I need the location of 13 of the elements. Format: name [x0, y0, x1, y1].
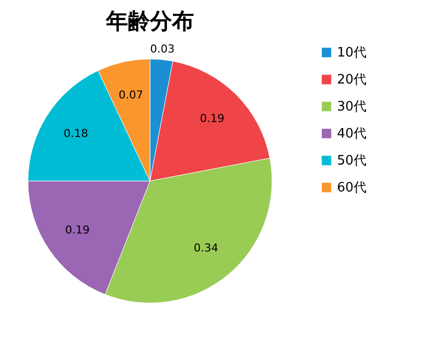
legend-label: 50代	[337, 154, 367, 168]
chart-title: 年齢分布	[105, 10, 194, 35]
legend-label: 10代	[337, 46, 367, 60]
legend-label: 40代	[337, 126, 367, 142]
data-label: 0.07	[118, 88, 144, 102]
data-label: 0.03	[150, 42, 175, 56]
legend-label: 20代	[337, 72, 367, 88]
data-label: 0.19	[65, 223, 90, 236]
data-label: 0.34	[194, 242, 218, 255]
legend-label: 60代	[337, 180, 367, 196]
data-label: 0.19	[200, 112, 224, 125]
data-label: 0.18	[64, 126, 88, 140]
legend-label: 30代	[337, 100, 367, 114]
